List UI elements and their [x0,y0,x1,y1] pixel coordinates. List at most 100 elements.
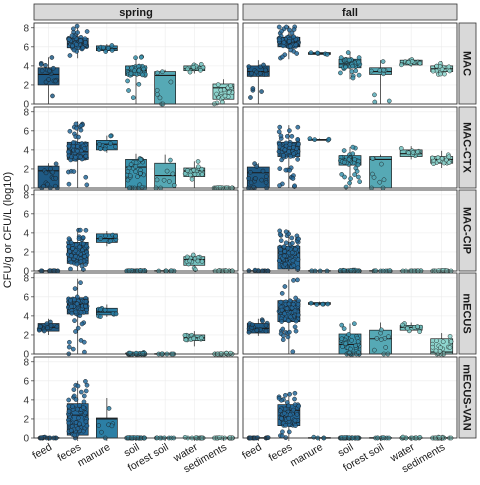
panel-mecus-fall-point-feces [288,314,293,320]
panel-mac-fall-point-manure [324,52,330,57]
panel-mac-cip-fall-point-feces [283,229,289,235]
panel-mac-ctx-fall-point-forest-soil [370,156,375,161]
panel-mecus-spring: 0 2 4 6 8 [23,272,239,361]
panel-mac-ctx-fall-point-soil [342,174,347,180]
panel-mac-cip-fall-point-feces [295,265,301,271]
panel-mac-spring-point-forest-soil [157,95,163,101]
panel-mac-fall-point-feed [259,89,264,94]
panel-mac-fall-point-feed [261,62,266,68]
panel-mac-ctx-spring-point-water [195,159,201,164]
panel-mecus-fall-point-feces [295,277,300,283]
panel-mac-fall-box-manure [308,50,331,57]
panel-mecus-spring-point-water [183,337,189,343]
panel-mac-cip-spring-point-feces [68,259,74,265]
panel-mecus-fall-point-feces [278,299,284,305]
panel-mac-ctx-spring-point-forest-soil [154,177,160,183]
panel-mecus-spring-point-feces [67,339,72,345]
panel-mac-ctx-fall-point-feed [248,169,253,175]
panel-mac-ctx-fall-point-water [406,150,411,156]
panel-mac-ctx-spring: 0 2 4 6 8 [23,106,239,195]
panel-mac-ctx-fall-point-feces [295,137,301,142]
panel-mac-ctx-fall-point-forest-soil [377,179,383,185]
panel-mecus-spring-point-feed [48,323,54,328]
panel-mac-spring-point-sediments [222,93,228,99]
panel-mac-ctx-fall-point-manure [307,136,313,141]
panel-mecus-fall-point-manure [314,302,320,307]
panel-mac-ctx-spring-point-soil [139,185,145,190]
panel-mecus-fall-point-feces [279,291,285,296]
panel-mac-ctx-fall-point-soil [348,176,353,181]
panel-mac-ctx-spring-point-feces [83,174,89,180]
panel-mecus-fall-box-forest-soil [369,322,392,357]
panel-mac-ctx-spring-point-forest-soil [161,177,167,183]
panel-mac-ctx-spring-point-feed [41,184,46,189]
panel-mecus-spring-ytick-label-2: 2 [23,330,29,341]
panel-mecus-spring-point-feces [81,339,87,345]
panel-mac-ctx-spring-point-feces [66,149,71,155]
panel-mac-fall-point-feces [286,39,292,44]
panel-mac-fall-box-forest-soil [369,59,392,105]
panel-mac-cip-fall-point-feces [289,250,295,256]
panel-mecus-fall-point-soil [343,341,348,347]
panel-mecus-van-spring-point-feces [83,379,88,384]
panel-mac-spring-point-feed [39,68,45,74]
panel-mecus-fall-point-feces [292,308,298,314]
panel-mac-cip-spring-point-feces [73,254,78,259]
panel-mecus-van-fall-point-feces [276,396,282,401]
panel-mac-cip-spring-point-feces [70,246,75,251]
panel-mac-spring-point-water [185,66,190,72]
panel-mac-spring-point-manure [105,45,111,51]
panel-mecus-spring-box-soil [125,350,148,357]
panel-mecus-van-spring-point-feces [78,389,84,395]
panel-mac-cip-fall-point-feces [278,238,284,243]
panel-mecus-spring-point-feces [83,299,89,304]
panel-mecus-spring-point-feces [78,310,84,315]
panel-mac-fall-point-forest-soil [380,59,386,64]
panel-mecus-spring-point-feed [45,325,50,331]
strip-spring-label: spring [119,7,153,19]
panel-mac-spring-point-feces [80,45,86,51]
panel-mecus-fall-box-manure [308,300,331,307]
panel-mac-cip-spring-point-manure [108,238,113,244]
panel-mecus-fall-point-soil [347,350,352,356]
panel-mac-spring-point-water [187,69,193,75]
panel-mecus-fall [242,272,458,357]
panel-mac-ctx-spring-point-feed [53,161,59,167]
panel-mac-spring-point-soil [126,88,131,93]
panel-mac-fall-point-forest-soil [372,92,377,98]
panel-mac-ctx-fall-point-feed [263,180,269,185]
panel-mac-spring-point-forest-soil [168,79,174,85]
panel-mac-cip-fall-point-feces [290,258,296,263]
panel-mecus-van-fall-point-feces [279,433,285,439]
panel-mecus-van-fall-point-water [400,434,406,440]
panel-mac-ctx-fall-point-feces [277,124,283,130]
panel-mecus-spring-ytick-label-4: 4 [23,311,29,322]
panel-mecus-fall-point-feed [263,328,269,334]
panel-mac-ctx-spring-point-feces [76,134,81,140]
panel-mac-cip-spring-ytick-label-0: 0 [23,267,29,278]
panel-mecus-fall-point-manure [325,301,331,307]
strip-spring-bg [33,3,239,21]
panel-mac-ctx-spring-point-feces [66,181,72,187]
panel-mecus-van-spring-point-feces [83,419,89,424]
strip-fall-bg [242,3,458,21]
panel-mac-cip-spring-point-feces [68,240,74,245]
panel-mac-spring-point-sediments [226,90,232,95]
panel-mecus-fall-point-forest-soil [379,327,384,333]
panel-mac-ctx-spring-ytick-label-6: 6 [23,126,29,137]
panel-mac-ctx-spring-point-forest-soil [164,168,170,174]
panel-mac-ctx-fall-point-feces [289,133,295,139]
panel-mac-spring-point-manure [109,48,115,53]
panel-mac-ctx-spring-point-soil [128,162,134,167]
x-category-label-fall-feed: feed [240,441,264,462]
panel-mac-fall-point-water [417,60,423,66]
panel-mac-fall-point-feces [279,28,284,34]
panel-mac-ctx-fall-point-sediments [430,155,435,161]
panel-mecus-spring-point-feces [74,301,80,307]
panel-mecus-van-fall-point-feces [294,412,300,417]
panel-mecus-fall-point-sediments [447,345,453,350]
panel-mac-ctx-spring-point-soil [133,164,139,169]
x-category-label-fall-manure: manure [288,441,325,469]
panel-mac-fall-point-sediments [430,68,436,74]
